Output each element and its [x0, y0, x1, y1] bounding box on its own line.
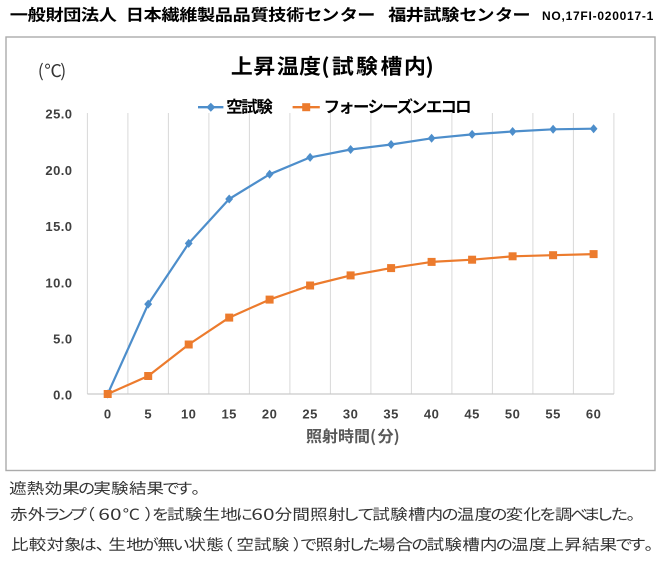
- svg-text:NO,17FI-020017-1: NO,17FI-020017-1: [542, 9, 654, 23]
- svg-text:35: 35: [383, 407, 398, 422]
- svg-text:25: 25: [302, 407, 317, 422]
- svg-text:15: 15: [221, 407, 236, 422]
- svg-text:0: 0: [104, 407, 112, 422]
- svg-text:15.0: 15.0: [45, 219, 72, 234]
- svg-text:20.0: 20.0: [45, 163, 72, 178]
- svg-text:5.0: 5.0: [53, 332, 72, 347]
- svg-text:45: 45: [464, 407, 479, 422]
- svg-text:10.0: 10.0: [45, 275, 72, 290]
- svg-text:20: 20: [262, 407, 277, 422]
- svg-text:5: 5: [144, 407, 152, 422]
- svg-text:10: 10: [181, 407, 196, 422]
- svg-text:30: 30: [343, 407, 358, 422]
- svg-text:60: 60: [586, 407, 601, 422]
- svg-text:25.0: 25.0: [45, 107, 72, 122]
- svg-text:55: 55: [545, 407, 560, 422]
- svg-text:50: 50: [505, 407, 520, 422]
- svg-text:0.0: 0.0: [53, 388, 72, 403]
- svg-text:40: 40: [424, 407, 439, 422]
